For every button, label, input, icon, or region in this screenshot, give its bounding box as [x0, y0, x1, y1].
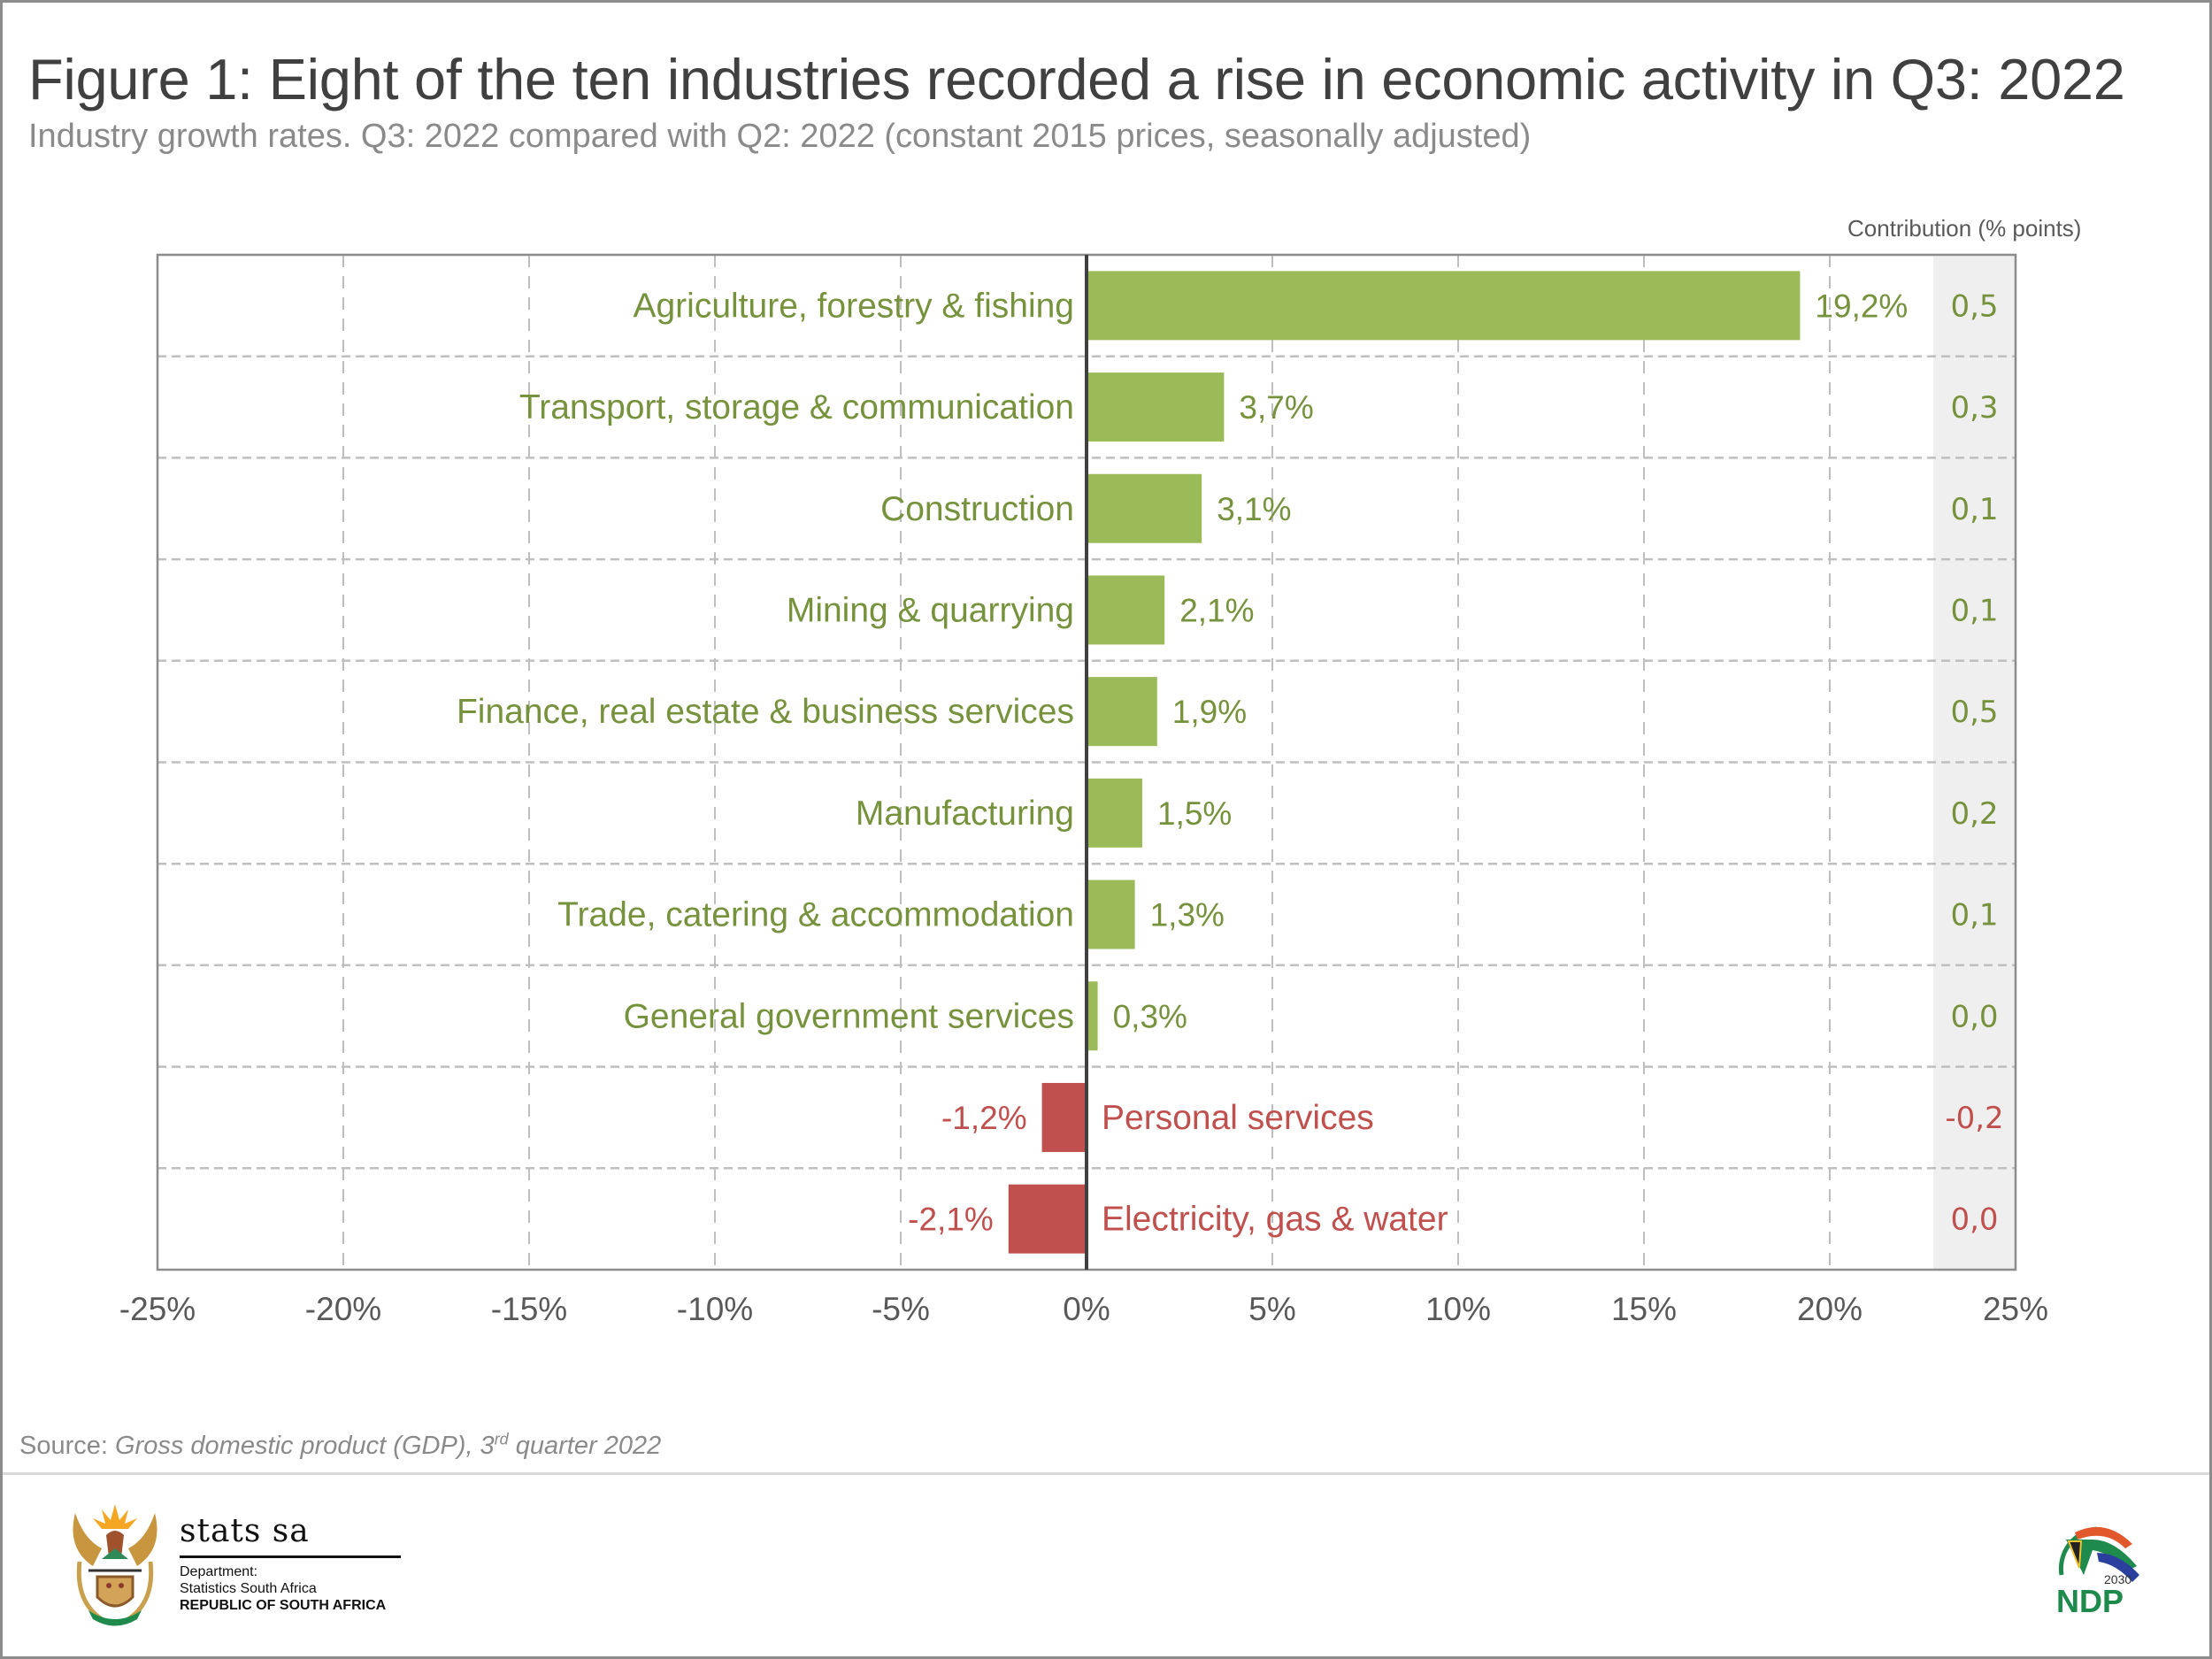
chart-title: Figure 1: Eight of the ten industries re…	[28, 47, 2125, 111]
contribution-value: 0,5	[1950, 288, 1998, 324]
category-label: Trade, catering & accommodation	[557, 896, 1074, 934]
source-note: Source: Gross domestic product (GDP), 3r…	[19, 1430, 662, 1461]
logo-rule	[180, 1555, 401, 1558]
bar	[1087, 879, 1135, 949]
source-title: Gross domestic product (GDP), 3rd quarte…	[115, 1430, 662, 1460]
value-label: 1,5%	[1157, 795, 1232, 832]
bar	[1087, 373, 1225, 442]
bar	[1087, 271, 1801, 341]
value-label: 2,1%	[1179, 592, 1254, 628]
bar-chart: Agriculture, forestry & fishing 19,2% 0,5 T…	[119, 253, 2048, 1327]
ndp-year: 2030	[2104, 1572, 2131, 1586]
bar	[1008, 1184, 1087, 1254]
category-label: Construction	[880, 490, 1074, 528]
category-label: Personal services	[1102, 1099, 1374, 1137]
chart-subtitle: Industry growth rates. Q3: 2022 compared…	[28, 118, 1532, 155]
category-label: Manufacturing	[856, 795, 1074, 833]
value-label: 1,3%	[1150, 897, 1225, 933]
x-tick-label: 5%	[1248, 1291, 1295, 1327]
contribution-value: 0,3	[1950, 390, 1998, 426]
x-tick-label: 10%	[1425, 1291, 1491, 1327]
category-label: Finance, real estate & business services	[457, 693, 1074, 731]
bar	[1087, 677, 1157, 747]
footer-divider	[3, 1472, 2209, 1475]
ndp-wordmark: NDP	[2056, 1583, 2124, 1619]
contribution-value: 0,5	[1950, 695, 1998, 730]
source-prefix: Source:	[19, 1432, 115, 1460]
contribution-value: 0,1	[1950, 898, 1998, 933]
bar	[1087, 981, 1098, 1051]
bar	[1087, 575, 1165, 645]
dept-line-3: REPUBLIC OF SOUTH AFRICA	[180, 1598, 387, 1613]
x-tick-label: -20%	[305, 1291, 381, 1327]
value-label: 0,3%	[1113, 998, 1187, 1034]
category-label: Mining & quarrying	[787, 591, 1074, 629]
x-tick-label: 0%	[1063, 1291, 1110, 1327]
value-label: -1,2%	[941, 1100, 1027, 1136]
contribution-header: Contribution (% points)	[1847, 215, 2082, 242]
category-label: Electricity, gas & water	[1102, 1201, 1448, 1239]
x-tick-label: -25%	[119, 1291, 196, 1327]
value-label: -2,1%	[908, 1202, 994, 1238]
x-tick-label: 20%	[1797, 1291, 1863, 1327]
bar	[1041, 1082, 1087, 1152]
contribution-value: 0,2	[1950, 796, 1998, 832]
bar	[1087, 473, 1202, 543]
dept-line-1: Department:	[180, 1564, 258, 1579]
bar	[1087, 778, 1142, 848]
stats-sa-wordmark: stats sa	[180, 1513, 310, 1549]
x-tick-label: 25%	[1983, 1291, 2048, 1327]
category-label: General government services	[624, 997, 1074, 1035]
category-label: Agriculture, forestry & fishing	[633, 287, 1074, 325]
value-label: 3,7%	[1239, 389, 1313, 426]
value-label: 3,1%	[1217, 491, 1291, 527]
contribution-value: 0,1	[1950, 593, 1998, 628]
contribution-value: -0,2	[1945, 1101, 2003, 1136]
contribution-value: 0,0	[1950, 999, 1998, 1034]
x-tick-label: -5%	[872, 1291, 930, 1327]
category-label: Transport, storage & communication	[519, 388, 1074, 426]
ndp-2030-logo-icon: 2030 NDP	[2056, 1526, 2139, 1619]
dept-line-2: Statistics South Africa	[180, 1581, 317, 1596]
contribution-value: 0,0	[1950, 1202, 1998, 1238]
value-label: 19,2%	[1815, 288, 1908, 324]
coat-of-arms-icon	[73, 1504, 157, 1626]
value-label: 1,9%	[1172, 694, 1247, 730]
contribution-value: 0,1	[1950, 492, 1998, 527]
x-tick-label: 15%	[1611, 1291, 1677, 1327]
x-tick-label: -15%	[491, 1291, 567, 1327]
stats-sa-logo: stats sa Department: Statistics South Af…	[66, 1495, 420, 1637]
x-tick-label: -10%	[677, 1291, 753, 1327]
